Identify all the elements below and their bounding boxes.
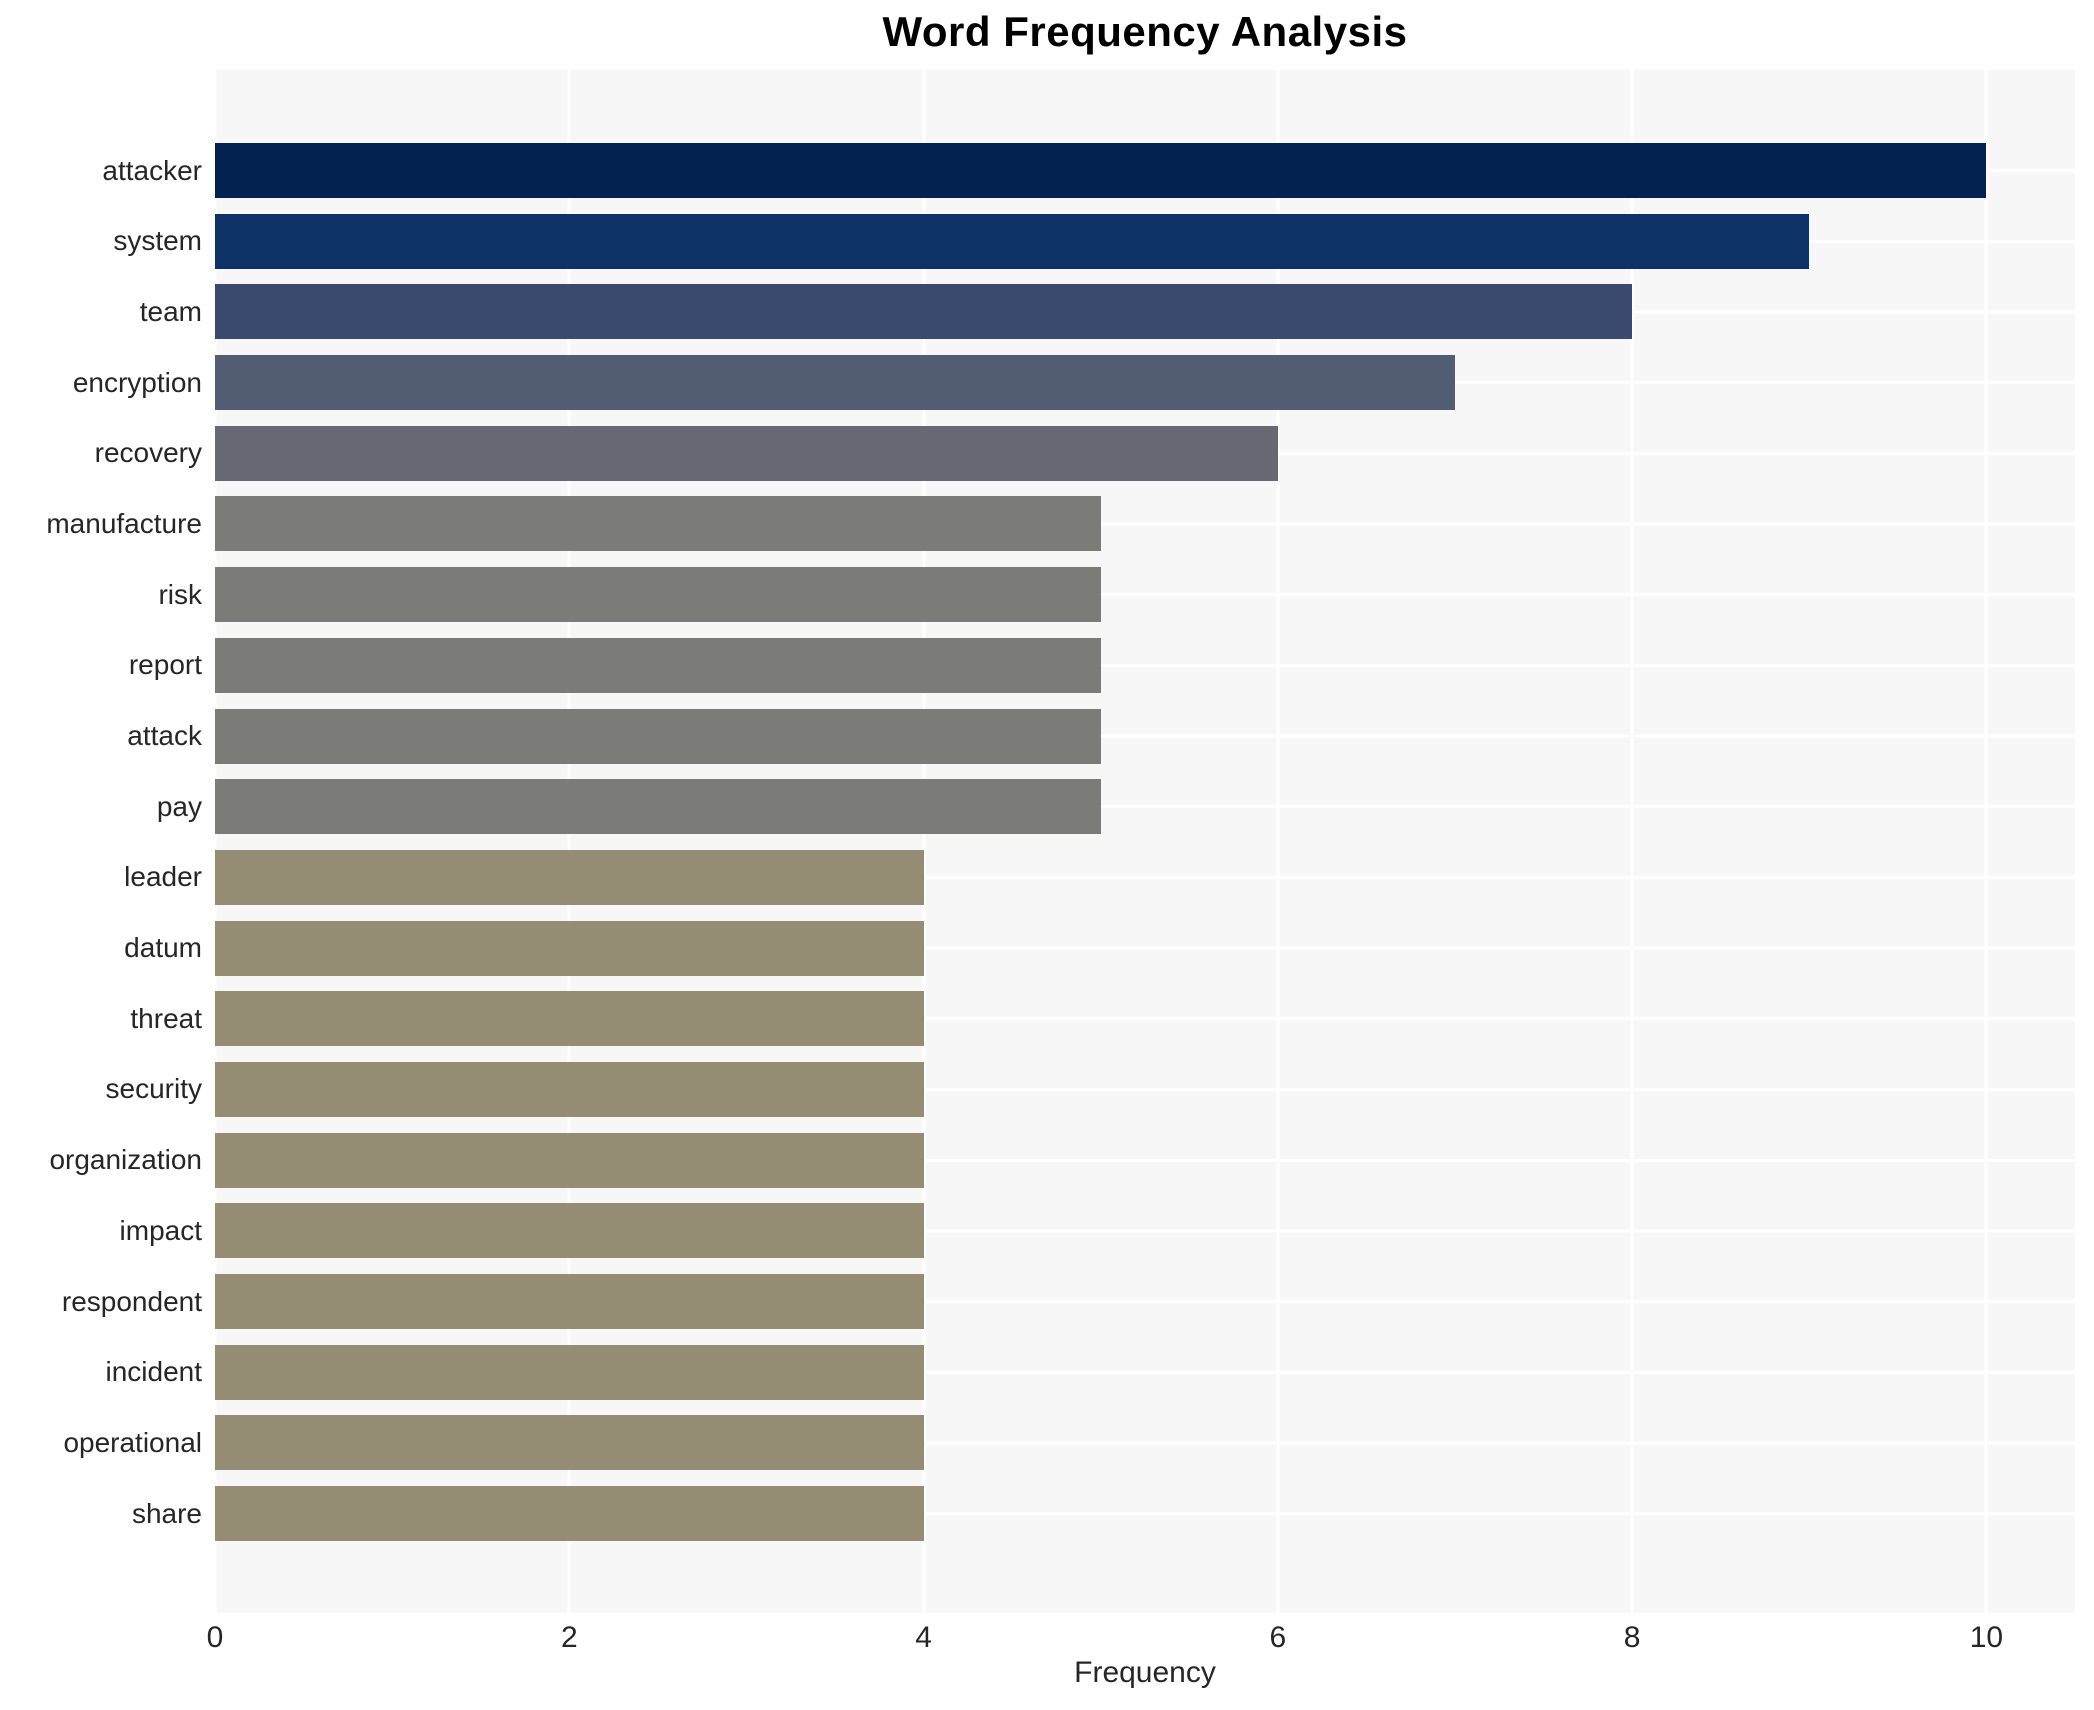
y-label-security: security	[105, 1073, 202, 1105]
y-label-operational: operational	[63, 1426, 202, 1458]
bar-organization	[215, 1132, 924, 1188]
bar-row-encryption	[215, 347, 2075, 418]
bar-row-team	[215, 276, 2075, 348]
bar-row-attack	[215, 700, 2075, 772]
bar-row-incident	[215, 1336, 2075, 1408]
y-label-team: team	[139, 295, 202, 327]
bar-row-impact	[215, 1195, 2075, 1267]
chart-title: Word Frequency Analysis	[882, 8, 1408, 55]
bar-pay	[215, 779, 1101, 835]
y-label-leader: leader	[124, 861, 202, 893]
bar-impact	[215, 1203, 924, 1259]
bar-row-report	[215, 630, 2075, 701]
bar-respondent	[215, 1274, 924, 1330]
y-label-system: system	[113, 225, 202, 257]
y-label-pay: pay	[156, 790, 202, 822]
y-label-risk: risk	[158, 578, 202, 610]
bar-row-threat	[215, 983, 2075, 1055]
x-tick-label-10: 10	[1969, 1621, 2004, 1654]
bar-row-organization	[215, 1124, 2075, 1196]
bar-attack	[215, 708, 1101, 764]
y-label-threat: threat	[130, 1002, 202, 1034]
bar-share	[215, 1486, 924, 1542]
bar-operational	[215, 1415, 924, 1471]
x-tick-label-2: 2	[560, 1621, 578, 1654]
bar-security	[215, 1061, 924, 1117]
y-label-share: share	[131, 1497, 202, 1529]
bar-row-recovery	[215, 417, 2075, 489]
bar-system	[215, 213, 1810, 269]
bar-threat	[215, 991, 924, 1047]
bar-row-security	[215, 1054, 2075, 1125]
bar-team	[215, 284, 1633, 340]
bar-row-datum	[215, 912, 2075, 984]
x-axis-title: Frequency	[1074, 1656, 1216, 1689]
x-tick-label-6: 6	[1269, 1621, 1287, 1654]
y-label-recovery: recovery	[94, 437, 202, 469]
y-label-impact: impact	[119, 1214, 202, 1246]
y-label-respondent: respondent	[61, 1285, 202, 1317]
bar-manufacture	[215, 496, 1101, 552]
plot-area	[213, 70, 2075, 1613]
y-label-report: report	[128, 649, 202, 681]
bar-row-risk	[215, 559, 2075, 630]
y-label-attack: attack	[127, 720, 202, 752]
bar-incident	[215, 1344, 924, 1400]
x-tick-label-0: 0	[206, 1621, 224, 1654]
bar-row-manufacture	[215, 488, 2075, 560]
y-label-manufacture: manufacture	[46, 507, 202, 539]
bar-rows	[215, 70, 2075, 1613]
y-label-incident: incident	[105, 1356, 202, 1388]
bar-row-leader	[215, 842, 2075, 913]
bar-row-operational	[215, 1407, 2075, 1479]
bar-recovery	[215, 425, 1278, 481]
y-axis-labels: attacker system team encryption recovery manu…	[0, 70, 202, 1613]
bar-row-system	[215, 205, 2075, 277]
bar-datum	[215, 920, 924, 976]
y-label-encryption: encryption	[72, 366, 202, 398]
y-label-attacker: attacker	[102, 154, 202, 186]
x-tick-label-8: 8	[1623, 1621, 1641, 1654]
bar-leader	[215, 849, 924, 905]
y-label-datum: datum	[124, 932, 202, 964]
bar-row-respondent	[215, 1266, 2075, 1337]
bar-report	[215, 637, 1101, 693]
bar-encryption	[215, 355, 1455, 411]
bar-risk	[215, 567, 1101, 623]
bar-attacker	[215, 143, 1987, 199]
bar-row-share	[215, 1478, 2075, 1549]
y-label-organization: organization	[49, 1144, 202, 1176]
bar-row-attacker	[215, 135, 2075, 206]
bar-row-pay	[215, 771, 2075, 843]
x-tick-label-4: 4	[915, 1621, 932, 1654]
